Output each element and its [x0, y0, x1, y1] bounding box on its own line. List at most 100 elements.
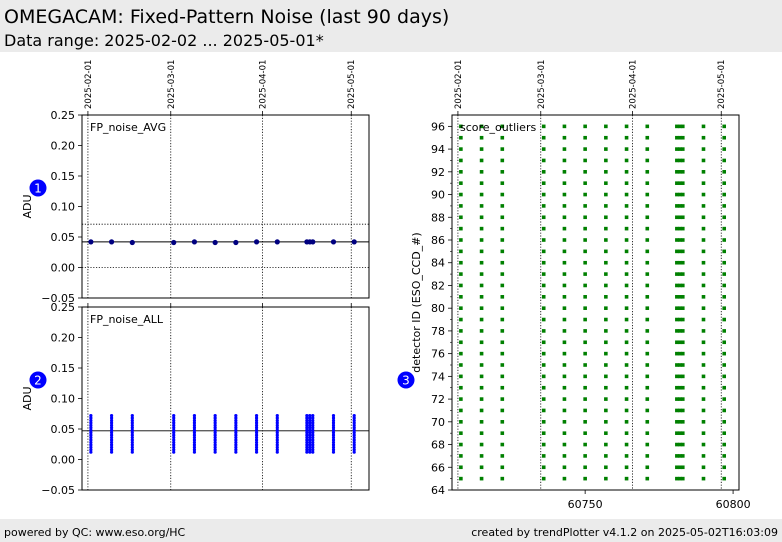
outlier-marker — [675, 272, 679, 276]
outlier-marker — [645, 454, 650, 458]
outlier-marker — [680, 283, 685, 288]
outlier-marker — [675, 260, 679, 265]
outlier-marker — [645, 306, 650, 310]
data-point — [109, 416, 114, 420]
outlier-marker — [562, 431, 567, 435]
data-point — [331, 433, 336, 437]
data-point — [308, 450, 312, 454]
outlier-marker — [645, 158, 650, 163]
data-point — [275, 435, 279, 440]
data-point — [331, 435, 336, 440]
data-points — [89, 413, 356, 454]
outlier-marker — [541, 374, 546, 379]
outlier-marker — [624, 283, 629, 288]
outlier-marker — [604, 158, 608, 163]
outlier-marker — [722, 454, 727, 458]
data-point — [352, 438, 356, 442]
outlier-marker — [459, 249, 463, 254]
outlier-marker — [722, 272, 727, 276]
outlier-marker — [562, 340, 567, 345]
data-point — [352, 435, 356, 440]
data-point — [213, 421, 217, 425]
data-point — [308, 431, 312, 435]
data-point — [172, 433, 176, 437]
outlier-marker — [701, 465, 706, 470]
outlier-marker — [459, 170, 463, 174]
outlier-marker — [645, 363, 650, 367]
data-point — [311, 431, 315, 435]
data-point — [308, 413, 312, 418]
outlier-marker — [678, 420, 682, 424]
outlier-marker — [479, 238, 484, 242]
outlier-marker — [675, 249, 679, 254]
outlier-marker — [500, 363, 505, 367]
outlier-marker — [500, 226, 505, 231]
data-point — [109, 421, 114, 425]
data-point — [308, 426, 312, 430]
outlier-marker — [479, 408, 484, 413]
data-point — [275, 450, 279, 454]
outlier-marker — [678, 476, 682, 481]
data-point — [89, 423, 93, 427]
outlier-marker — [541, 215, 546, 220]
outlier-marker — [541, 442, 546, 447]
outlier-marker — [541, 295, 546, 299]
outlier-marker — [459, 192, 463, 197]
outlier-marker — [500, 329, 505, 333]
outlier-marker — [624, 431, 629, 435]
outlier-marker — [479, 363, 484, 367]
outlier-marker — [645, 260, 650, 265]
outlier-marker — [722, 408, 727, 413]
outlier-marker — [479, 215, 484, 220]
data-point — [352, 445, 356, 449]
outlier-marker — [604, 385, 608, 390]
outlier-marker — [680, 204, 685, 208]
outlier-marker — [701, 374, 706, 379]
outlier-marker — [541, 124, 546, 129]
data-point — [109, 431, 114, 435]
outlier-marker — [645, 272, 650, 276]
data-point — [254, 443, 259, 447]
outlier-marker — [459, 385, 463, 390]
outlier-marker — [604, 420, 608, 424]
data-point — [275, 448, 279, 452]
outlier-marker — [680, 306, 685, 310]
outlier-marker — [680, 249, 685, 254]
y-tick-label: 96 — [431, 120, 445, 133]
outlier-marker — [479, 192, 484, 197]
outlier-marker — [583, 260, 587, 265]
outlier-marker — [459, 476, 463, 481]
outlier-marker — [562, 238, 567, 242]
data-point — [130, 433, 134, 437]
outlier-marker — [583, 272, 587, 276]
data-point — [172, 438, 176, 442]
data-point — [130, 440, 134, 445]
data-point — [172, 426, 176, 430]
outlier-marker — [459, 431, 463, 435]
outlier-marker — [722, 158, 727, 163]
data-point — [89, 426, 93, 430]
data-point — [172, 418, 176, 423]
data-point — [352, 428, 356, 432]
outlier-marker — [680, 317, 685, 322]
data-point — [109, 433, 114, 437]
data-point — [192, 448, 197, 452]
data-point — [192, 438, 197, 442]
data-point — [109, 413, 114, 418]
outlier-marker — [500, 317, 505, 322]
outlier-marker — [701, 226, 706, 231]
y-tick-label: 66 — [431, 461, 445, 474]
outlier-marker — [562, 295, 567, 299]
outlier-marker — [541, 135, 546, 140]
data-point — [274, 239, 280, 245]
y-tick-label: 90 — [431, 189, 445, 202]
data-point — [192, 450, 197, 454]
data-point — [89, 413, 93, 418]
outlier-marker — [604, 465, 608, 470]
outlier-marker — [675, 374, 679, 379]
outlier-marker — [459, 204, 463, 208]
outlier-marker — [541, 260, 546, 265]
outlier-marker — [678, 374, 682, 379]
outlier-marker — [500, 374, 505, 379]
outlier-marker — [624, 306, 629, 310]
